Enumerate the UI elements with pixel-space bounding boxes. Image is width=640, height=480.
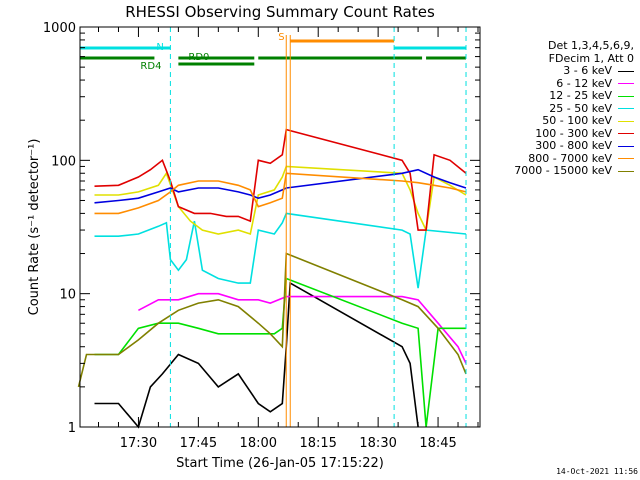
flag-label: RD0	[188, 52, 209, 63]
legend-rows: 3 - 6 keV 6 - 12 keV 12 - 25 keV 25 - 50 ke…	[474, 64, 634, 178]
legend-swatch	[618, 120, 634, 122]
legend-label: 50 - 100 keV	[542, 114, 612, 127]
legend: Det 1,3,4,5,6,9, FDecim 1, Att 0 3 - 6 k…	[474, 39, 634, 178]
legend-label: 800 - 7000 keV	[528, 151, 612, 165]
legend-swatch	[618, 170, 634, 172]
data-layer	[77, 128, 467, 429]
x-tick-label: 18:30	[359, 436, 396, 451]
series-line	[94, 165, 467, 236]
flag-layer: N S RD4 RD0	[80, 27, 467, 427]
series-line	[94, 277, 466, 428]
legend-item: 800 - 7000 keV	[474, 151, 634, 166]
x-axis-label: Start Time (26-Jan-05 17:15:22)	[176, 456, 384, 471]
y-tick-label: 1	[68, 421, 76, 436]
legend-label: 3 - 6 keV	[563, 64, 612, 77]
legend-item: 300 - 800 keV	[474, 139, 634, 153]
series-line	[94, 281, 419, 429]
series-line	[138, 292, 467, 364]
legend-item: 7000 - 15000 keV	[474, 164, 634, 178]
legend-item: 100 - 300 keV	[474, 126, 634, 141]
flag-label: RD4	[140, 61, 161, 72]
flag-label: N	[156, 42, 163, 53]
legend-item: 3 - 6 keV	[474, 64, 634, 78]
legend-item: 6 - 12 keV	[474, 76, 634, 91]
series-line	[77, 252, 467, 388]
y-axis-label: Count Rate (s⁻¹ detector⁻¹)	[27, 139, 42, 316]
x-tick-label: 17:45	[180, 436, 217, 451]
timestamp: 14-Oct-2021 11:56	[556, 467, 638, 476]
series-line	[94, 168, 467, 204]
series-line	[94, 172, 467, 215]
x-tick-label: 18:00	[240, 436, 277, 451]
y-tick-label: 1000	[43, 21, 76, 36]
legend-label: 6 - 12 keV	[556, 76, 612, 90]
legend-label: 7000 - 15000 keV	[514, 164, 612, 177]
series-line	[94, 212, 467, 289]
chart-title: RHESSI Observing Summary Count Rates	[125, 3, 435, 21]
legend-header-line-1: Det 1,3,4,5,6,9,	[547, 39, 634, 52]
legend-item: 50 - 100 keV	[474, 114, 634, 128]
plot-frame	[79, 26, 481, 428]
legend-label: 300 - 800 keV	[535, 139, 612, 152]
y-tick-label: 100	[51, 154, 76, 169]
legend-swatch	[618, 133, 634, 135]
y-tick-label: 10	[59, 288, 76, 303]
legend-item: 25 - 50 keV	[474, 101, 634, 116]
legend-swatch	[618, 83, 634, 85]
legend-label: 25 - 50 keV	[549, 101, 612, 115]
legend-swatch	[618, 145, 634, 147]
axis-layer: 1 10 100 1000 17:30 17:45 18:00 18:15 18:30 18:45	[43, 21, 480, 451]
x-tick-label: 17:30	[120, 436, 157, 451]
legend-label: 100 - 300 keV	[535, 126, 612, 140]
series-line	[94, 128, 467, 231]
x-tick-label: 18:15	[299, 436, 336, 451]
legend-swatch	[618, 108, 634, 110]
legend-swatch	[618, 70, 634, 72]
legend-swatch	[618, 95, 634, 97]
legend-item: 12 - 25 keV	[474, 89, 634, 103]
flag-label: S	[278, 32, 284, 43]
legend-swatch	[618, 158, 634, 160]
x-tick-label: 18:45	[419, 436, 456, 451]
legend-header-line-2: FDecim 1, Att 0	[548, 51, 634, 65]
legend-label: 12 - 25 keV	[549, 89, 612, 102]
